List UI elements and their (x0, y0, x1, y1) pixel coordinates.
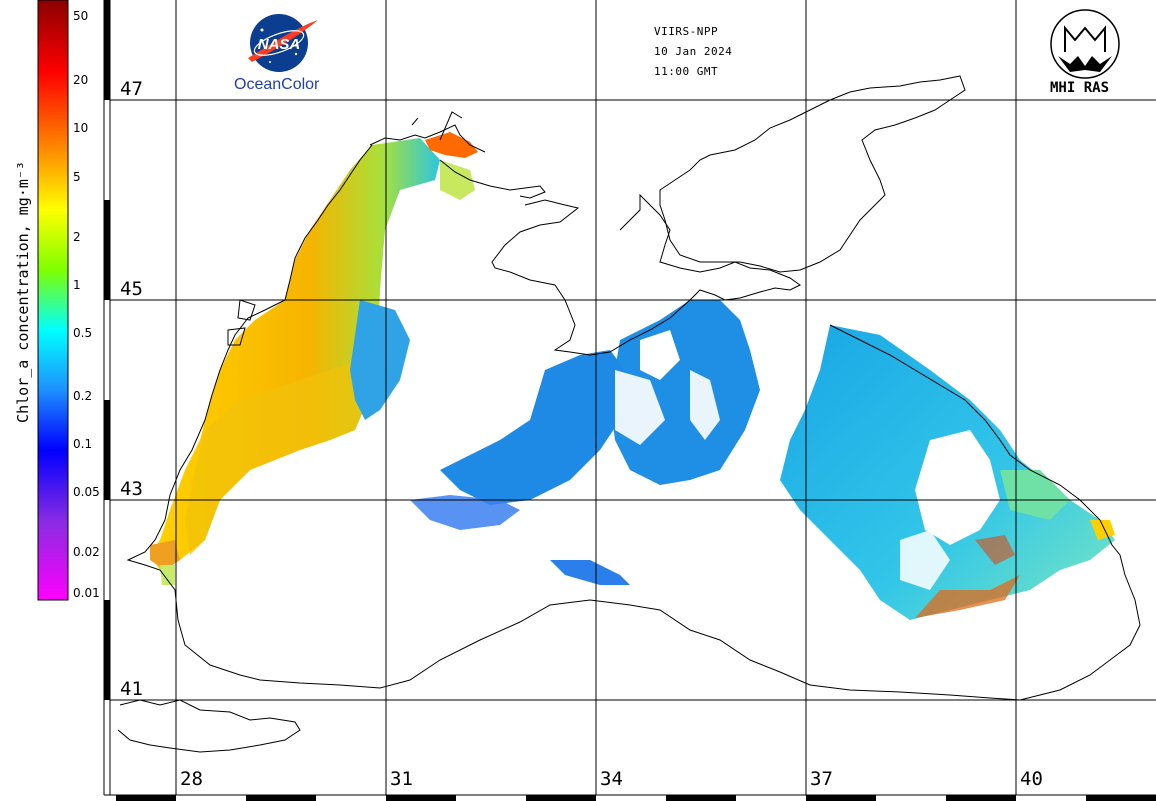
oceancolor-label: OceanColor (234, 76, 320, 93)
colorbar-tick: 0.2 (73, 389, 93, 403)
colorbar-tick: 0.1 (73, 437, 93, 451)
lon-label-37: 37 (810, 768, 833, 790)
colorbar-tick: 10 (73, 121, 89, 135)
lat-label-45: 45 (120, 278, 143, 300)
colorbar-tick: 2 (73, 230, 81, 244)
frame-scale-left (103, 0, 111, 795)
colorbar-tick: 20 (73, 73, 89, 87)
graticule (110, 0, 1156, 795)
nasa-logo-icon: NASA (248, 14, 318, 72)
colorbar (37, 0, 69, 601)
lat-label-41: 41 (120, 678, 143, 700)
lon-label-34: 34 (600, 768, 623, 790)
lon-label-28: 28 (180, 768, 203, 790)
coastline (117, 75, 1141, 753)
frame-scale-bottom (104, 794, 1156, 801)
lon-label-31: 31 (390, 768, 413, 790)
nasa-wordmark: NASA (258, 36, 301, 53)
colorbar-tick: 0.01 (73, 586, 100, 600)
mhi-ras-label: MHI RAS (1050, 80, 1110, 96)
colorbar-tick: 0.05 (73, 485, 100, 499)
colorbar-tick: 0.02 (73, 545, 100, 559)
colorbar-tick: 50 (73, 9, 89, 23)
colorbar-title: Chlor_a concentration, mg·m⁻³ (14, 161, 32, 423)
lon-label-40: 40 (1020, 768, 1043, 790)
acquisition-date: 10 Jan 2024 (654, 45, 733, 58)
mhi-ras-logo-icon (1050, 9, 1120, 79)
colorbar-tick: 0.5 (73, 326, 93, 340)
lat-label-43: 43 (120, 478, 143, 500)
lat-label-47: 47 (120, 78, 143, 100)
colorbar-tick: 5 (73, 170, 81, 184)
satellite-name: VIIRS-NPP (654, 25, 719, 38)
chlorophyll-layer (150, 132, 1115, 620)
acquisition-time: 11:00 GMT (654, 65, 719, 78)
colorbar-tick: 1 (73, 278, 81, 292)
